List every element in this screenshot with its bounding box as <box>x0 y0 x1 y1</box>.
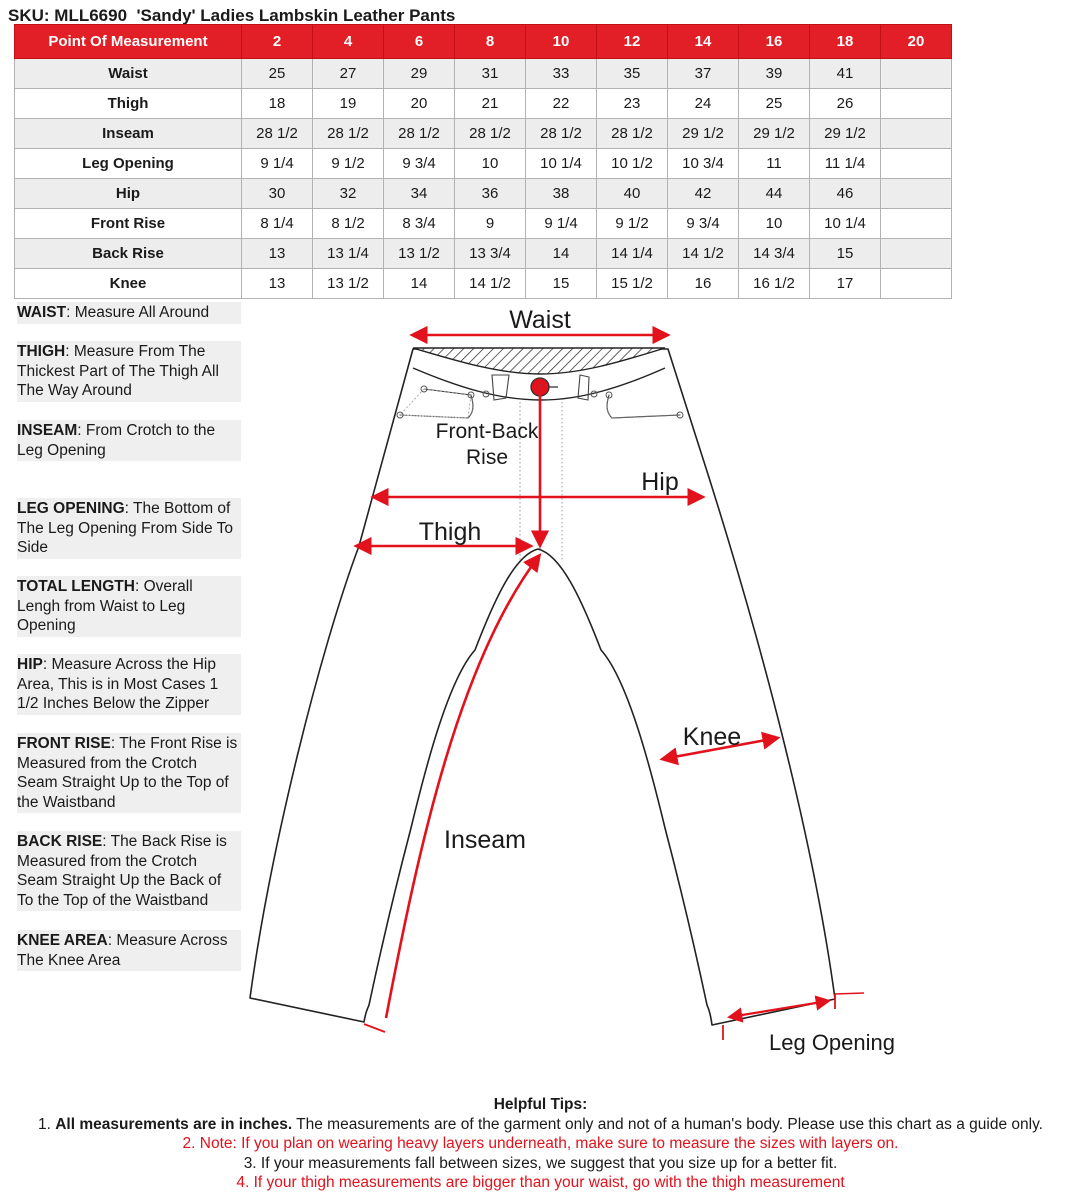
svg-text:Leg Opening: Leg Opening <box>769 1030 895 1055</box>
svg-text:Thigh: Thigh <box>419 518 482 546</box>
svg-text:Hip: Hip <box>641 468 679 496</box>
svg-text:Inseam: Inseam <box>444 826 526 854</box>
svg-text:Rise: Rise <box>466 446 508 469</box>
svg-text:Front-Back: Front-Back <box>436 420 539 443</box>
svg-text:Knee: Knee <box>683 723 741 751</box>
svg-text:Waist: Waist <box>509 306 571 334</box>
